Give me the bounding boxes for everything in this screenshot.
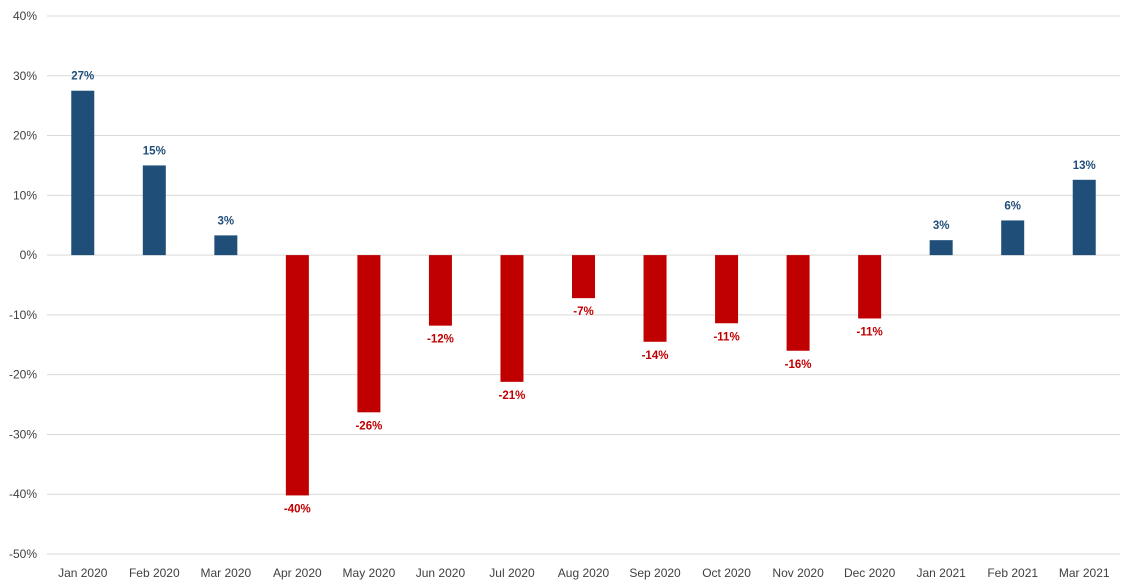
bar-value-label: -26% xyxy=(355,420,382,432)
x-category-label: Oct 2020 xyxy=(702,566,751,580)
y-tick-label: 30% xyxy=(13,69,37,83)
y-tick-label: -10% xyxy=(9,308,37,322)
bar xyxy=(929,240,953,256)
bar xyxy=(715,255,739,324)
bar xyxy=(786,255,810,351)
y-tick-label: 40% xyxy=(13,9,37,23)
bar xyxy=(1072,179,1096,256)
x-category-label: Mar 2021 xyxy=(1059,566,1110,580)
bar-value-label: -14% xyxy=(642,350,669,362)
x-category-label: Mar 2020 xyxy=(200,566,251,580)
y-tick-label: 20% xyxy=(13,129,37,143)
x-category-label: Jun 2020 xyxy=(416,566,466,580)
bar xyxy=(428,255,452,326)
bar-value-label: -16% xyxy=(785,359,812,371)
bar-value-label: 15% xyxy=(143,145,166,157)
bar-value-label: 27% xyxy=(71,71,94,83)
bar-value-label: -40% xyxy=(284,503,311,515)
bar xyxy=(1001,220,1025,256)
x-category-label: Aug 2020 xyxy=(558,566,610,580)
bar-value-labels: 27% 15% 3% -40% -26% -12% -21% -7% -14% -11% -16% -… xyxy=(71,71,1095,516)
x-category-label: Jul 2020 xyxy=(489,566,535,580)
y-tick-label: 10% xyxy=(13,188,37,202)
x-category-label: Jan 2021 xyxy=(916,566,966,580)
bar xyxy=(214,235,238,256)
y-tick-label: -50% xyxy=(9,547,37,561)
x-category-label: Sep 2020 xyxy=(629,566,681,580)
bar xyxy=(142,165,166,256)
bar-value-label: 3% xyxy=(933,220,950,232)
x-axis-category-labels: Jan 2020 Feb 2020 Mar 2020 Apr 2020 May 2020… xyxy=(58,566,1110,580)
bar-value-label: 3% xyxy=(218,215,235,227)
bar-value-label: 13% xyxy=(1073,160,1096,172)
y-tick-label: -20% xyxy=(9,368,37,382)
bar xyxy=(71,90,95,256)
y-axis-tick-labels: 40% 30% 20% 10% 0% -10% -20% -30% -40% -50% xyxy=(9,9,37,561)
y-tick-label: 0% xyxy=(20,248,38,262)
bar xyxy=(285,255,309,496)
x-category-label: Dec 2020 xyxy=(844,566,896,580)
bar-value-label: -12% xyxy=(427,334,454,346)
y-tick-label: -30% xyxy=(9,427,37,441)
x-category-label: Jan 2020 xyxy=(58,566,108,580)
x-category-label: Nov 2020 xyxy=(772,566,824,580)
bar-value-label: 6% xyxy=(1004,200,1021,212)
x-category-label: May 2020 xyxy=(343,566,396,580)
x-category-label: Feb 2020 xyxy=(129,566,180,580)
bar xyxy=(643,255,667,342)
x-category-label: Apr 2020 xyxy=(273,566,322,580)
bar xyxy=(572,255,595,299)
bar xyxy=(500,255,524,382)
bar-value-label: -11% xyxy=(857,326,883,338)
bar xyxy=(858,255,882,319)
x-category-label: Feb 2021 xyxy=(987,566,1038,580)
bar-value-label: -7% xyxy=(573,306,593,318)
bar xyxy=(357,255,381,413)
bar-value-label: -21% xyxy=(499,390,526,402)
bar-value-label: -11% xyxy=(713,331,739,343)
y-tick-label: -40% xyxy=(9,487,37,501)
bars xyxy=(71,90,1096,496)
